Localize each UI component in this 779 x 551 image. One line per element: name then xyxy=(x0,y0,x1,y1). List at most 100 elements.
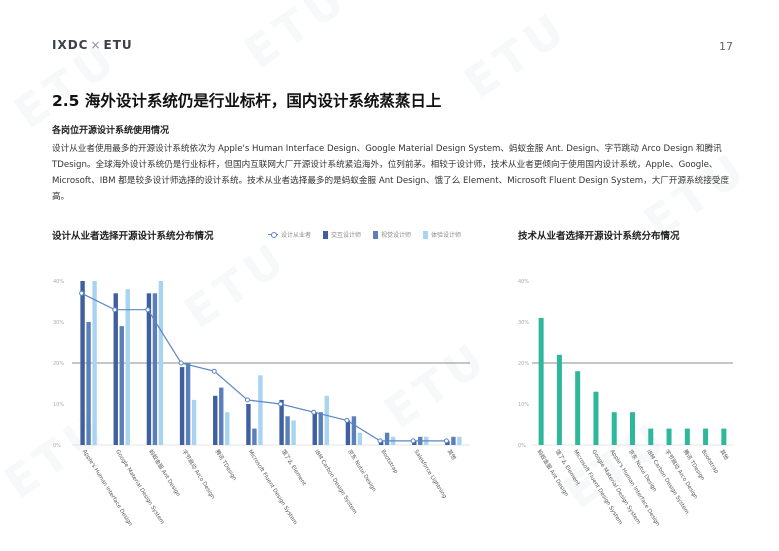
left-chart-bar xyxy=(191,399,197,445)
right-chart-category-label: 蚂蚁金服 Ant Design xyxy=(535,448,571,498)
left-chart-ytick-label: 0% xyxy=(53,443,61,449)
left-chart-category-label: 腾讯 TDesign xyxy=(214,448,240,482)
left-chart-line-point xyxy=(278,401,284,407)
legend-label: 设计从业者 xyxy=(281,232,312,239)
left-chart-title: 设计从业者选择开源设计系统分布情况 xyxy=(52,231,214,242)
left-chart-bar xyxy=(86,322,91,445)
left-chart-category-label: 京东 Nutui Design xyxy=(346,448,379,494)
left-chart-bar xyxy=(384,432,390,445)
left-chart-line-point xyxy=(145,307,151,313)
right-chart-ytick-label: 30% xyxy=(518,320,529,326)
left-chart-bar xyxy=(80,281,85,445)
legend-swatch xyxy=(373,230,379,239)
legend-item: 设计从业者 xyxy=(268,230,311,239)
legend-label: 交互设计师 xyxy=(331,232,362,239)
left-chart-legend: 设计从业者 交互设计师 视觉设计师 体验设计师 xyxy=(268,230,461,239)
left-chart-category-label: Salesforce Lightning xyxy=(413,449,448,500)
right-chart-bar xyxy=(684,428,690,445)
left-chart-bar xyxy=(119,326,124,445)
left-chart-line-point xyxy=(112,307,118,313)
left-chart-line-point xyxy=(344,417,350,423)
right-chart-bar xyxy=(556,354,562,445)
left-chart-bar xyxy=(291,420,296,445)
left-chart-bar xyxy=(219,387,224,445)
left-chart-line-point xyxy=(178,360,184,366)
right-chart-bar xyxy=(611,412,617,445)
left-chart-line-point xyxy=(79,290,85,296)
right-chart-title: 技术从业者选择开源设计系统分布情况 xyxy=(518,231,680,242)
legend-label: 体验设计师 xyxy=(431,232,462,239)
legend-swatch xyxy=(423,230,429,239)
legend-item: 交互设计师 xyxy=(323,230,361,239)
right-chart-category-label: 字节跳动 Arco Design xyxy=(663,448,700,501)
brand-right: ETU xyxy=(103,38,133,52)
section-subtitle: 各岗位开源设计系统使用情况 xyxy=(52,126,170,136)
brand-left: IXDC xyxy=(52,38,89,52)
left-chart-bar xyxy=(113,293,118,445)
left-chart-bar xyxy=(324,395,329,445)
left-chart-bar xyxy=(351,416,357,445)
right-chart-category-label: 其他 xyxy=(718,448,731,462)
legend-item: 视觉设计师 xyxy=(373,230,411,239)
left-chart-bar xyxy=(185,363,191,445)
left-chart-line-point xyxy=(211,368,217,374)
left-chart-bar xyxy=(252,428,257,445)
right-chart-ytick-label: 20% xyxy=(518,361,529,367)
left-chart-bar xyxy=(318,412,323,445)
left-chart-series-line xyxy=(81,292,447,442)
right-chart-bar xyxy=(575,371,581,445)
left-chart-ytick-label: 30% xyxy=(53,320,64,326)
left-chart-category-label: Bootstrap xyxy=(379,449,399,475)
left-chart-ytick-label: 40% xyxy=(53,279,64,285)
right-chart-bar xyxy=(630,412,635,445)
page-number: 17 xyxy=(719,40,733,53)
section-paragraph: 设计从业者使用最多的开源设计系统依次为 Apple's Human Interf… xyxy=(52,144,730,202)
right-chart-bar xyxy=(648,428,654,445)
legend-line-swatch xyxy=(268,232,278,238)
right-chart-ytick-label: 40% xyxy=(518,279,529,285)
left-chart-bar xyxy=(451,436,456,445)
left-chart-category-label: 饿了么 Element xyxy=(280,448,309,488)
left-chart-line-point xyxy=(244,397,250,403)
section-title: 2.5 海外设计系统仍是行业标杆，国内设计系统蒸蒸日上 xyxy=(52,92,442,110)
right-chart-bar xyxy=(538,317,544,445)
legend-item: 体验设计师 xyxy=(423,230,461,239)
right-chart-bar xyxy=(703,428,709,445)
right-chart-bar xyxy=(593,391,599,445)
brand-logo: IXDC × ETU xyxy=(52,38,133,52)
left-chart-line-point xyxy=(410,438,416,444)
legend-label: 视觉设计师 xyxy=(381,232,412,239)
left-chart-bar xyxy=(357,432,363,445)
left-chart-bar xyxy=(92,281,97,445)
left-chart-category-label: 其他 xyxy=(446,448,459,462)
left-chart-category-label: 蚂蚁金服 Ant Design xyxy=(147,448,183,498)
left-chart-bar xyxy=(152,293,158,445)
legend-swatch xyxy=(323,230,329,239)
left-chart-category-label: 字节跳动 Arco Design xyxy=(180,448,217,501)
left-chart-bar xyxy=(225,412,230,445)
right-chart-category-label: Bootstrap xyxy=(700,449,720,475)
left-chart-ytick-label: 10% xyxy=(53,402,64,408)
left-chart-bar xyxy=(285,416,290,445)
left-chart-bar xyxy=(158,281,164,445)
right-chart-bar xyxy=(721,428,727,445)
left-chart-ytick-label: 20% xyxy=(53,361,64,367)
left-chart-bar xyxy=(213,395,218,445)
left-chart-bar xyxy=(345,420,351,445)
left-chart-line-point xyxy=(443,438,449,444)
right-chart-ytick-label: 0% xyxy=(518,443,526,449)
left-chart-line-point xyxy=(377,438,383,444)
left-chart-bar xyxy=(246,404,251,445)
brand-separator: × xyxy=(90,38,102,52)
left-chart-bar xyxy=(179,367,185,445)
left-chart-bar xyxy=(457,436,462,445)
left-chart-bar xyxy=(258,375,263,445)
left-chart-bar xyxy=(279,399,284,445)
right-chart-ytick-label: 10% xyxy=(518,402,529,408)
left-chart-bar xyxy=(146,293,152,445)
right-chart-bar xyxy=(666,428,672,445)
left-chart-bar xyxy=(312,412,317,445)
left-chart-line-point xyxy=(311,409,317,415)
left-chart-bar xyxy=(125,289,130,445)
